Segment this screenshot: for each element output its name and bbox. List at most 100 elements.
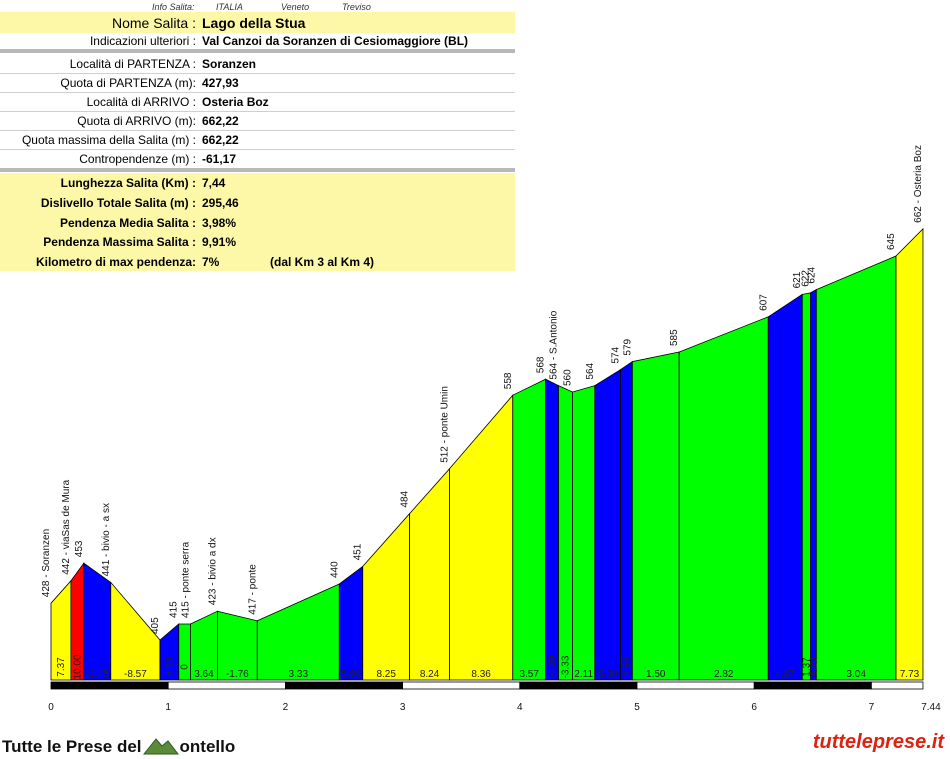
slope-label: 3.57 [519,669,539,680]
slope-label: 8.24 [420,669,440,680]
slope-label: -8.57 [124,669,147,680]
lunghezza-value: 7,44 [202,176,226,190]
nome-salita-value: Lago della Stua [202,14,306,31]
point-label: 441 - bivio - a sx [101,503,112,576]
slope-label: 8.25 [376,669,396,680]
quota-partenza-label: Quota di PARTENZA (m): [60,75,196,90]
region-label: Veneto [281,2,310,12]
indicazioni-value: Val Canzoi da Soranzen di Cesiomaggiore … [202,34,469,48]
localita-partenza-label: Località di PARTENZA : [69,56,196,71]
x-tick-label: 6 [751,702,757,713]
point-label: 621 [792,271,803,288]
point-label: 415 [169,601,180,618]
slope-label: 7.37 [56,657,67,677]
profile-segment [256,583,340,681]
row-contropendenze: Contropendenze (m) : -61,17 [0,149,515,168]
x-tick-label: 5 [634,702,640,713]
km-bar [402,681,521,690]
row-quota-partenza: Quota di PARTENZA (m): 427,93 [0,73,515,92]
point-label: 607 [758,294,769,311]
profile-segment [801,292,811,681]
quota-max-label: Quota massima della Salita (m) : [21,132,196,147]
row-pendenza-massima: Pendenza Massima Salita : 9,91% [0,232,515,252]
footer-brand-text: Tutte le Prese del [2,737,142,756]
slope-label: 7.73 [900,669,920,680]
slope-label: 4.90 [621,657,632,677]
point-label: 440 [329,561,340,578]
point-label: 558 [503,372,514,389]
point-label: 484 [400,490,411,507]
x-tick-label: 4 [517,702,523,713]
km-max-note: (dal Km 3 al Km 4) [270,254,375,269]
localita-arrivo-value: Osteria Boz [202,94,269,109]
profile-segment [895,227,924,681]
row-indicazioni: Indicazioni ulteriori : Val Canzoi da So… [0,33,515,49]
slope-label: 4.67 [776,669,796,680]
quota-arrivo-value: 662,22 [202,113,239,128]
slope-label: 1.50 [646,669,666,680]
slope-label: 4.20 [808,657,819,677]
km-bar [871,681,924,690]
lunghezza-label: Lunghezza Salita (Km) : [60,176,196,190]
quota-arrivo-label: Quota di ARRIVO (m): [77,113,196,128]
footer-brand: Tutte le Prese del ontello [2,734,235,757]
profile-segment [678,316,769,681]
profile-segment [815,255,897,681]
slope-label: 8.36 [471,669,491,680]
divider [0,92,515,93]
slope-label: 3.33 [289,669,309,680]
quota-max-value: 662,22 [202,132,239,147]
profile-segment [362,512,411,681]
x-tick-label: 3 [400,702,406,713]
quota-partenza-value: 427,93 [202,75,239,90]
pendenza-media-label: Pendenza Media Salita : [59,215,196,230]
km-max-label: Kilometro di max pendenza: [35,254,196,269]
point-label: 585 [669,329,680,346]
indicazioni-label: Indicazioni ulteriori : [89,34,196,48]
info-salita-label: Info Salita: [152,2,195,12]
row-localita-arrivo: Località di ARRIVO : Osteria Boz [0,92,515,111]
profile-segment [409,467,450,681]
point-label: 564 - S.Antonio [548,310,559,379]
profile-segment [83,562,112,681]
profile-segment [178,623,191,681]
divider [0,111,515,112]
row-pendenza-media: Pendenza Media Salita : 3,98% [0,213,515,232]
km-bar [167,681,286,690]
slope-label: -4.00 [547,655,558,678]
profile-segment [449,394,514,681]
mountain-logo-icon [142,738,179,755]
separator [0,168,515,172]
profile-segment [631,351,680,681]
separator [0,49,515,53]
dislivello-label: Dislivello Totale Salita (m) : [40,196,196,210]
slope-label: -3.33 [561,655,572,678]
profile-segment [545,378,559,681]
pendenza-media-value: 3,98% [202,215,237,230]
x-tick-label: 2 [283,702,289,713]
point-label: 622 [800,270,811,287]
x-tick-label: 7.44 [921,702,941,713]
slope-label: -2.45 [86,669,109,680]
divider [0,149,515,150]
profile-segment [620,360,633,681]
profile-segment [512,378,546,681]
km-bar [284,681,403,690]
slope-labels: 7.37 10.00 -2.45 -8.57 5.99 03.64 -1.76 3.33 5.9… [56,654,920,680]
slope-label: -1.76 [226,669,249,680]
divider [0,130,515,131]
slope-label: 5.90 [341,669,361,680]
slope-label: 2.11 [574,669,593,680]
profile-segments [50,227,924,681]
profile-segment [767,293,803,681]
point-label: 423 - bivio a dx [207,537,218,605]
point-label: 624 [806,266,817,283]
footer-website: tutteleprese.it [812,731,944,753]
row-quota-max: Quota massima della Salita (m) : 662,22 [0,130,515,149]
country-label: ITALIA [216,2,243,12]
pendenza-massima-value: 9,91% [202,235,237,249]
row-nome-salita: Nome Salita : Lago della Stua [0,12,515,33]
x-axis: 0 1 2 3 4 5 6 7 7.44 [48,681,941,713]
footer-brand-suffix: ontello [179,737,236,756]
